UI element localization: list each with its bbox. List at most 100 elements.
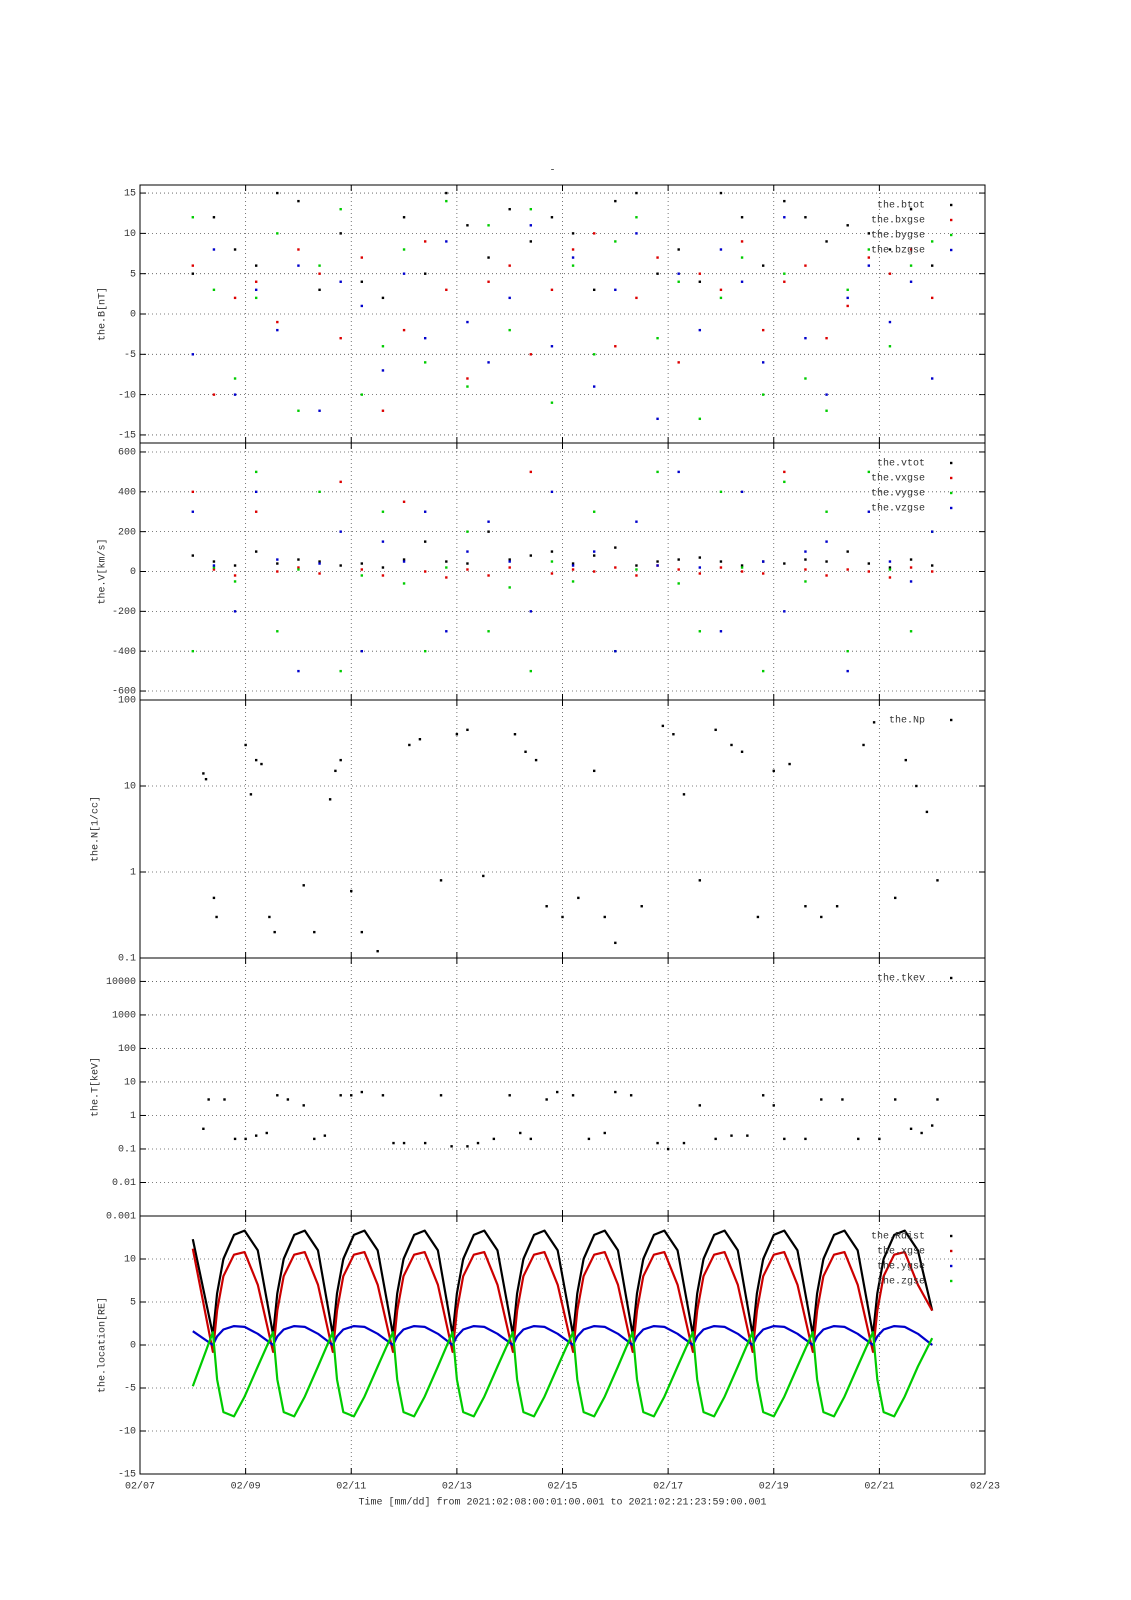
data-point — [936, 879, 939, 882]
data-point — [740, 564, 744, 567]
x-tick-label: 02/07 — [125, 1481, 155, 1493]
data-point — [534, 758, 538, 762]
data-point — [276, 558, 279, 561]
data-point — [846, 649, 849, 653]
x-axis-label: Time [mm/dd] from 2021:02:08:00:01:00.00… — [358, 1497, 766, 1509]
data-point — [233, 610, 237, 613]
y-tick-label: 10 — [124, 229, 136, 240]
data-point — [825, 540, 828, 543]
data-point — [677, 272, 680, 275]
data-point — [635, 568, 638, 571]
data-point — [698, 1104, 702, 1107]
data-point — [207, 1098, 210, 1101]
data-point — [740, 490, 744, 494]
data-point — [783, 470, 786, 474]
data-point — [841, 1098, 844, 1101]
data-point — [339, 530, 342, 533]
legend-label: the.btot — [877, 200, 925, 212]
data-point — [233, 296, 237, 300]
data-point — [360, 562, 364, 565]
data-point — [508, 296, 511, 300]
data-point — [402, 500, 406, 503]
data-point — [445, 191, 448, 195]
data-point — [719, 560, 723, 563]
data-point — [529, 610, 533, 613]
legend-marker — [950, 1279, 953, 1283]
data-point — [656, 470, 659, 474]
data-point — [677, 558, 680, 561]
data-point — [423, 272, 427, 275]
data-point — [804, 377, 807, 380]
data-point — [846, 224, 849, 227]
x-tick-label: 02/09 — [231, 1481, 261, 1493]
data-point — [820, 915, 823, 919]
data-line — [192, 1325, 933, 1347]
data-point — [804, 550, 807, 553]
data-point — [930, 570, 934, 573]
data-point — [614, 941, 617, 945]
data-point — [635, 216, 638, 219]
y-tick-label: 10 — [124, 1255, 136, 1266]
legend-marker — [950, 506, 953, 510]
data-point — [783, 216, 786, 219]
data-point — [286, 1098, 290, 1101]
data-point — [276, 570, 279, 573]
legend-marker — [950, 491, 953, 495]
data-point — [302, 1104, 305, 1107]
legend-label: the.vtot — [877, 458, 925, 470]
data-point — [302, 884, 305, 887]
data-point — [614, 649, 617, 653]
data-point — [323, 1134, 327, 1137]
data-point — [656, 1141, 659, 1145]
data-point — [825, 240, 828, 243]
y-tick-label: 1 — [130, 1111, 136, 1122]
data-point — [191, 490, 195, 494]
data-point — [466, 568, 469, 571]
y-axis-label: the.T[keV] — [90, 1057, 102, 1117]
data-point — [719, 248, 723, 251]
data-point — [867, 570, 871, 573]
data-point — [273, 930, 276, 934]
legend-label: the.Rdist — [871, 1231, 925, 1243]
data-point — [740, 570, 744, 573]
data-point — [677, 568, 680, 571]
data-point — [909, 248, 913, 251]
data-point — [925, 810, 929, 814]
data-point — [878, 1137, 881, 1141]
data-point — [360, 393, 364, 396]
data-point — [191, 216, 195, 219]
y-tick-label: 0 — [130, 310, 136, 321]
data-point — [360, 304, 364, 308]
data-point — [592, 232, 596, 235]
data-point — [212, 248, 216, 251]
data-point — [191, 264, 195, 267]
data-point — [614, 199, 617, 203]
data-point — [318, 562, 321, 565]
data-point — [466, 562, 469, 565]
data-point — [719, 296, 723, 300]
y-tick-label: -15 — [118, 1470, 136, 1481]
data-point — [381, 510, 385, 513]
data-point — [698, 566, 702, 569]
data-point — [719, 566, 723, 569]
data-point — [524, 750, 527, 753]
data-point — [888, 566, 892, 569]
data-point — [825, 574, 828, 577]
data-point — [423, 1141, 427, 1145]
data-point — [571, 232, 575, 235]
data-point — [719, 490, 723, 494]
y-axis-label: the.V[km/s] — [97, 538, 109, 604]
data-point — [920, 1131, 923, 1135]
data-point — [487, 280, 490, 283]
legend-label: the.vygse — [871, 488, 925, 500]
data-point — [529, 1137, 533, 1141]
data-point — [909, 580, 913, 583]
data-point — [672, 733, 675, 736]
data-point — [740, 256, 744, 259]
y-tick-label: 10000 — [106, 977, 136, 988]
data-point — [909, 630, 913, 633]
data-point — [603, 915, 606, 919]
data-point — [212, 393, 216, 396]
data-point — [783, 562, 786, 565]
data-point — [677, 361, 680, 364]
